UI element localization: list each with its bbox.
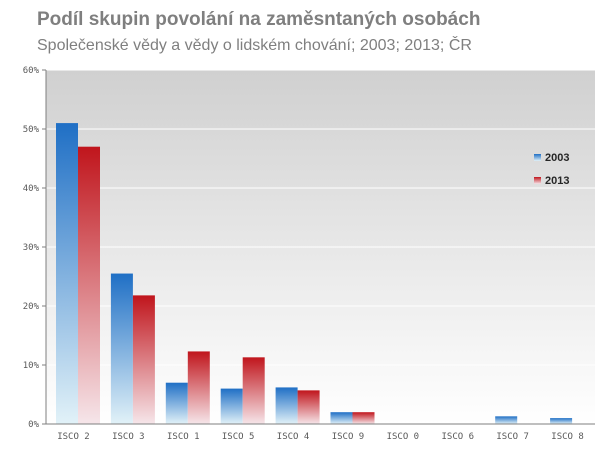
x-axis: ISCO 2 ISCO 3 ISCO 1 ISCO 5 ISCO 4 ISCO 9 ISCO… [46,423,595,442]
y-tick-label: 30% [23,243,40,253]
y-tick-label: 60% [23,66,40,76]
legend-label-2003: 2003 [545,152,569,164]
bar-2013-isco-5 [242,357,265,424]
bar-2003-isco-4 [275,387,298,424]
legend: 2003 2013 [534,152,569,187]
chart-title: Podíl skupin povolání na zaměsntaných os… [37,9,481,30]
x-tick-label: ISCO 6 [441,432,474,442]
bar-2003-isco-3 [110,273,133,424]
bar-2003-isco-8 [550,418,573,424]
bar-2003-isco-1 [165,382,188,424]
x-tick-label: ISCO 9 [332,432,365,442]
x-tick-label: ISCO 1 [167,432,200,442]
chart-subtitle: Společenské vědy a vědy o lidském chován… [37,37,472,54]
y-tick-label: 20% [23,302,40,312]
y-tick-label: 50% [23,125,40,135]
legend-swatch-2013 [534,177,541,184]
y-tick-label: 10% [23,361,40,371]
bar-2013-isco-1 [187,351,210,424]
bar-2003-isco-7 [495,416,518,424]
bar-2013-isco-4 [297,390,320,424]
bar-2013-isco-2 [78,146,100,424]
x-tick-label: ISCO 0 [387,432,420,442]
x-tick-label: ISCO 3 [112,432,145,442]
bar-2003-isco-5 [220,388,243,424]
x-tick-label: ISCO 5 [222,432,255,442]
legend-swatch-2003 [534,154,541,161]
y-tick-label: 0% [28,420,39,430]
x-tick-label: ISCO 7 [496,432,529,442]
bar-2013-isco-3 [132,295,155,424]
bars [56,123,573,424]
legend-label-2013: 2013 [545,175,569,187]
y-axis: 0% 10% 20% 30% 40% 50% 60% [23,66,47,430]
x-tick-label: ISCO 2 [57,432,90,442]
y-tick-label: 40% [23,184,40,194]
bar-2003-isco-9 [330,412,353,424]
bar-2003-isco-2 [56,123,78,424]
x-tick-label: ISCO 8 [551,432,584,442]
x-tick-label: ISCO 4 [277,432,310,442]
bar-2013-isco-9 [352,412,375,424]
